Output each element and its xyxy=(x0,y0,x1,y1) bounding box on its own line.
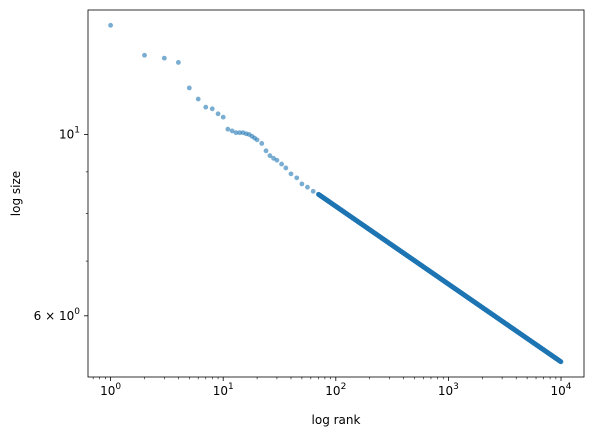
minor-ticks xyxy=(85,171,557,380)
x-tick-label: 103 xyxy=(438,382,459,398)
data-point xyxy=(274,157,280,163)
data-point xyxy=(305,184,310,190)
y-axis: 101 6 × 100 xyxy=(34,125,88,323)
y-tick-label: 101 xyxy=(59,125,80,141)
plot-frame xyxy=(87,9,585,378)
data-point xyxy=(203,104,209,110)
x-tick-label: 102 xyxy=(325,382,346,398)
data-point xyxy=(175,60,181,65)
data-point xyxy=(195,96,201,102)
data-point xyxy=(237,130,243,136)
x-tick-label: 104 xyxy=(551,382,572,398)
x-axis: 100 101 102 103 104 xyxy=(100,377,572,398)
data-point xyxy=(279,161,284,167)
data-point xyxy=(220,114,226,120)
data-point xyxy=(186,85,192,91)
data-point xyxy=(283,165,289,171)
data-point xyxy=(267,153,273,159)
data-point xyxy=(225,126,231,132)
data-point xyxy=(294,175,300,181)
y-axis-label: log size xyxy=(9,171,23,216)
data-point xyxy=(108,22,113,28)
x-axis-label: log rank xyxy=(312,413,361,427)
data-point xyxy=(142,52,147,58)
data-point xyxy=(215,111,221,117)
data-point xyxy=(259,141,265,146)
data-point xyxy=(263,148,269,154)
x-tick-label: 100 xyxy=(100,382,121,398)
data-point xyxy=(558,359,564,365)
data-point xyxy=(209,106,215,112)
data-point xyxy=(233,130,239,136)
data-point xyxy=(299,181,305,187)
data-point xyxy=(254,137,260,143)
y-tick-label: 6 × 100 xyxy=(34,307,81,323)
data-point xyxy=(310,188,316,194)
x-tick-label: 101 xyxy=(213,382,234,398)
data-point xyxy=(161,55,167,61)
data-point xyxy=(288,171,294,177)
scatter-points xyxy=(108,22,564,365)
data-point xyxy=(229,128,235,134)
